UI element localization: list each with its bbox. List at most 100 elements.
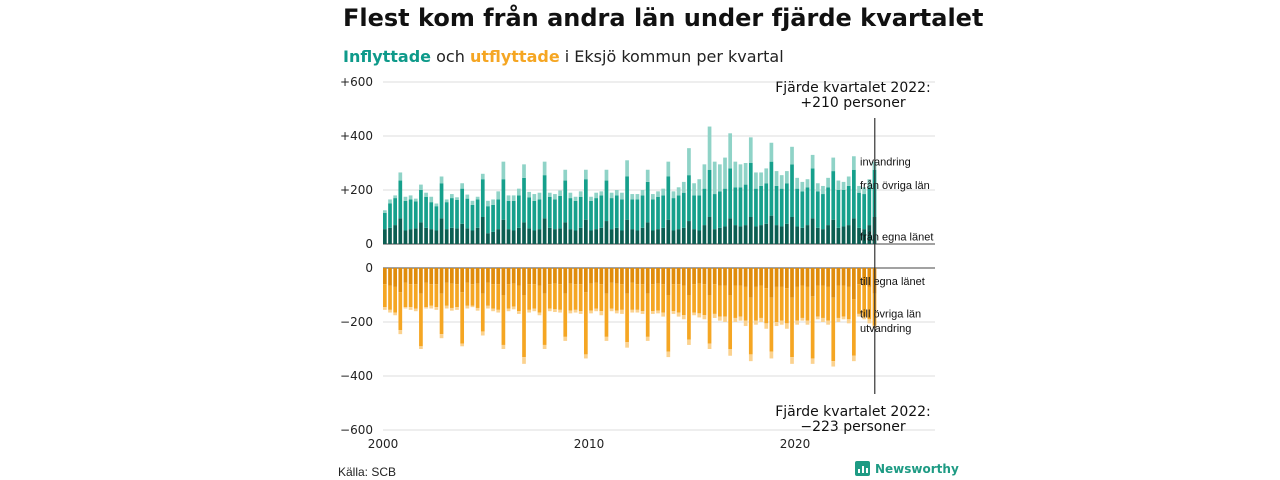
bar-ovriga_in [790,164,794,217]
bar-ovriga_out [465,282,470,306]
bar-egna_out [846,268,851,287]
bar-utvandring [821,317,825,322]
bar-ovriga_out [743,286,748,321]
bar-egna_out [676,268,681,285]
bar-ovriga_out [455,284,459,308]
bar-ovriga_out [754,286,758,321]
bar-ovriga_in [764,183,769,224]
bar-ovriga_out [429,284,434,306]
bar-ovriga_out [625,293,629,343]
bar-egna_in [733,225,738,244]
bar-ovriga_out [815,285,820,317]
bar-ovriga_out [620,284,624,310]
bar-egna_out [815,268,820,286]
bar-egna_in [486,233,490,244]
bar-egna_out [578,268,583,285]
annotation-top-line2: +210 personer [800,95,906,111]
bar-invandring [625,160,629,177]
bar-ovriga_in [759,185,763,226]
bar-ovriga_in [444,202,449,230]
bar-ovriga_in [651,199,655,231]
bar-ovriga_in [635,199,640,231]
bar-utvandring [661,312,666,317]
bar-ovriga_in [383,212,387,230]
bar-utvandring [491,308,495,312]
bar-ovriga_in [779,188,784,227]
bar-ovriga_in [676,195,681,230]
subtitle-in-word: Inflyttade [343,47,432,66]
bar-ovriga_out [738,285,743,317]
bar-invandring [821,185,825,195]
bar-invandring [413,198,418,202]
bar-ovriga_in [831,171,836,220]
bar-ovriga_in [553,199,557,230]
bar-utvandring [573,309,578,313]
bar-ovriga_out [568,283,573,311]
bar-ovriga_in [614,195,619,228]
bar-egna_out [836,268,841,286]
bar-ovriga_in [563,180,568,223]
bar-utvandring [790,357,794,364]
bar-invandring [681,181,686,193]
bar-ovriga_out [759,285,763,318]
bar-ovriga_out [419,293,423,347]
bar-egna_out [795,268,800,287]
bar-ovriga_out [609,282,614,309]
bar-ovriga_in [506,200,511,230]
bar-ovriga_out [707,295,712,344]
bar-invandring [542,161,547,176]
bar-egna_in [527,228,532,244]
bar-egna_out [609,268,614,283]
bar-ovriga_out [398,292,403,331]
bar-utvandring [496,309,501,313]
bar-ovriga_out [506,284,511,309]
bar-utvandring [702,315,707,320]
bar-ovriga_in [671,198,676,231]
bar-ovriga_in [439,183,444,219]
y-tick-label: +600 [340,75,373,89]
bar-egna_out [455,268,459,285]
bar-ovriga_out [424,282,428,308]
bar-egna_in [460,223,465,244]
bar-ovriga_out [846,286,851,320]
bar-invandring [707,126,712,170]
chart-subtitle: Inflyttade och utflyttade i Eksjö kommun… [343,47,784,66]
bar-egna_in [661,227,666,244]
y-tick-label: 0 [365,237,373,251]
bar-invandring [697,179,702,196]
bar-invandring [527,191,532,198]
bar-utvandring [743,320,748,327]
bar-ovriga_in [692,195,696,230]
bar-egna_in [857,227,861,244]
bar-ovriga_out [774,286,779,322]
bar-utvandring [692,312,696,316]
bar-egna_out [862,268,867,286]
bar-utvandring [846,319,851,324]
bar-utvandring [831,361,836,367]
bar-egna_out [522,268,526,295]
bar-egna_in [867,225,872,244]
bar-egna_in [532,230,537,244]
bar-egna_out [625,268,629,294]
bar-utvandring [867,319,872,324]
bar-utvandring [568,310,573,314]
bar-invandring [656,191,660,197]
bar-ovriga_out [645,293,650,337]
bar-egna_out [444,268,449,283]
bar-ovriga_out [434,284,439,308]
bar-invandring [419,184,423,190]
bar-invandring [630,194,635,200]
bar-egna_out [702,268,707,285]
bar-utvandring [826,320,830,325]
bar-egna_in [506,229,511,244]
bar-ovriga_in [656,196,660,230]
bar-egna_out [671,268,676,285]
bar-invandring [589,196,593,201]
bar-utvandring [511,306,516,310]
y-tick-label: −200 [340,315,373,329]
bar-invandring [826,177,830,188]
bar-egna_out [408,268,413,285]
bar-ovriga_in [429,202,434,230]
annotation-top-line1: Fjärde kvartalet 2022: [775,80,931,96]
